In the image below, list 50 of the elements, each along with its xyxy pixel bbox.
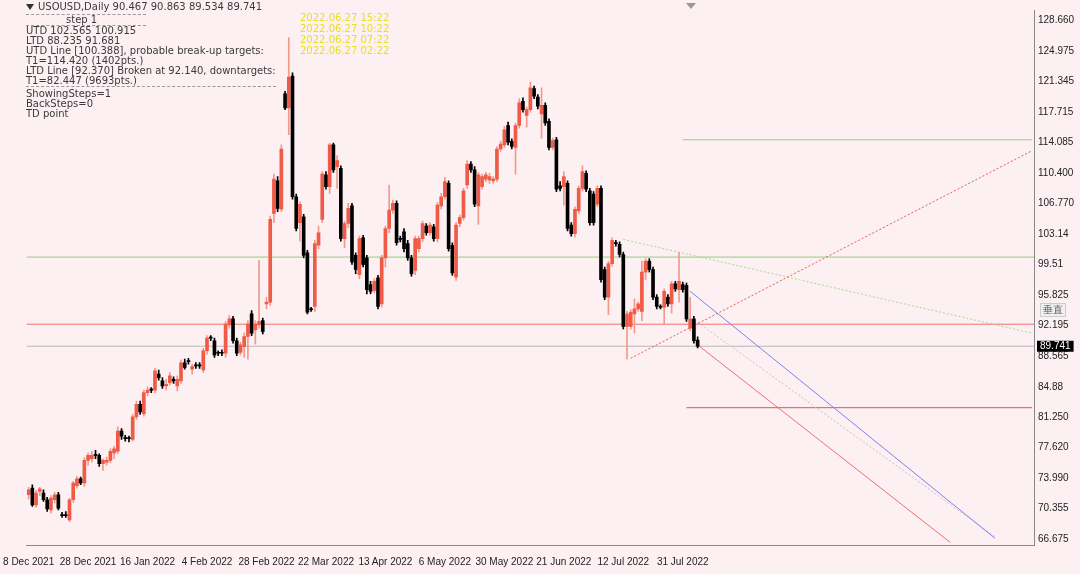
y-tick-label: 73.990 [1038, 471, 1070, 483]
annotation: T1=114.420 (1402pts.) [26, 55, 144, 66]
x-tick-label: 16 Jan 2022 [120, 555, 176, 567]
x-tick-label: 21 Jun 2022 [536, 555, 592, 567]
y-tick-label: 92.195 [1038, 319, 1070, 331]
ref-line-label: 89.741 [1040, 339, 1072, 351]
annotation: BackSteps=0 [26, 98, 93, 109]
y-tick-label: 77.620 [1038, 441, 1070, 453]
y-tick-label: 99.51 [1038, 258, 1064, 270]
x-tick-label: 12 Jul 2022 [597, 555, 650, 567]
y-tick-label: 84.88 [1038, 380, 1064, 392]
annotation: ShowingSteps=1 [26, 88, 113, 99]
x-tick-label: 31 Jul 2022 [656, 555, 710, 567]
annotation: 2022.06.27 02:22 [300, 45, 390, 56]
y-tick-label: 95.825 [1038, 289, 1070, 301]
annotation: 2022.06.27 07:22 [300, 34, 390, 45]
annotation: 2022.06.27 15:22 [300, 12, 390, 23]
x-tick-label: 4 Feb 2022 [181, 555, 233, 567]
y-tick-label: 114.085 [1038, 136, 1074, 148]
y-tick-label: 103.14 [1038, 227, 1070, 239]
y-tick-label: 106.770 [1038, 197, 1075, 209]
x-tick-label: 6 May 2022 [418, 555, 472, 567]
y-tick-label: 70.355 [1038, 502, 1070, 514]
annotation: UTD 102.565 100.915 [26, 25, 138, 36]
annotation: T1=82.447 (9693pts.) [26, 75, 276, 87]
text: 垂直 [1040, 303, 1066, 317]
y-tick-label: 66.675 [1038, 533, 1070, 545]
annotation: LTD Line [92.370] Broken at 92.140, downtargets: [26, 65, 276, 76]
annotation: UTD Line [100.388], probable break-up targets: [26, 45, 265, 56]
y-tick-label: 128.660 [1038, 14, 1075, 26]
annotation: LTD 88.235 91.681 [26, 35, 122, 46]
annotation: TD point [26, 108, 69, 119]
annotation: 2022.06.27 10:22 [300, 23, 390, 34]
annotation: step 1 [26, 14, 146, 26]
candlestick [194, 362, 198, 369]
x-tick-label: 30 May 2022 [475, 555, 534, 567]
y-tick-label: 110.400 [1038, 167, 1074, 179]
y-tick-label: 121.345 [1038, 75, 1075, 87]
candlestick [335, 155, 339, 189]
candlestick [677, 251, 681, 303]
chart-title: USOUSD,Daily 90.467 90.863 89.534 89.741 [38, 1, 263, 12]
x-tick-label: 22 Mar 2022 [297, 555, 355, 567]
y-tick-label: 81.250 [1038, 411, 1070, 423]
y-tick-label: 124.975 [1038, 44, 1075, 56]
x-tick-label: 8 Dec 2021 [3, 555, 55, 567]
x-tick-label: 28 Dec 2021 [59, 555, 117, 567]
x-tick-label: 28 Feb 2022 [238, 555, 295, 567]
y-tick-label: 117.715 [1038, 105, 1074, 117]
y-tick-label: 88.565 [1038, 349, 1070, 361]
x-tick-label: 13 Apr 2022 [358, 555, 413, 567]
